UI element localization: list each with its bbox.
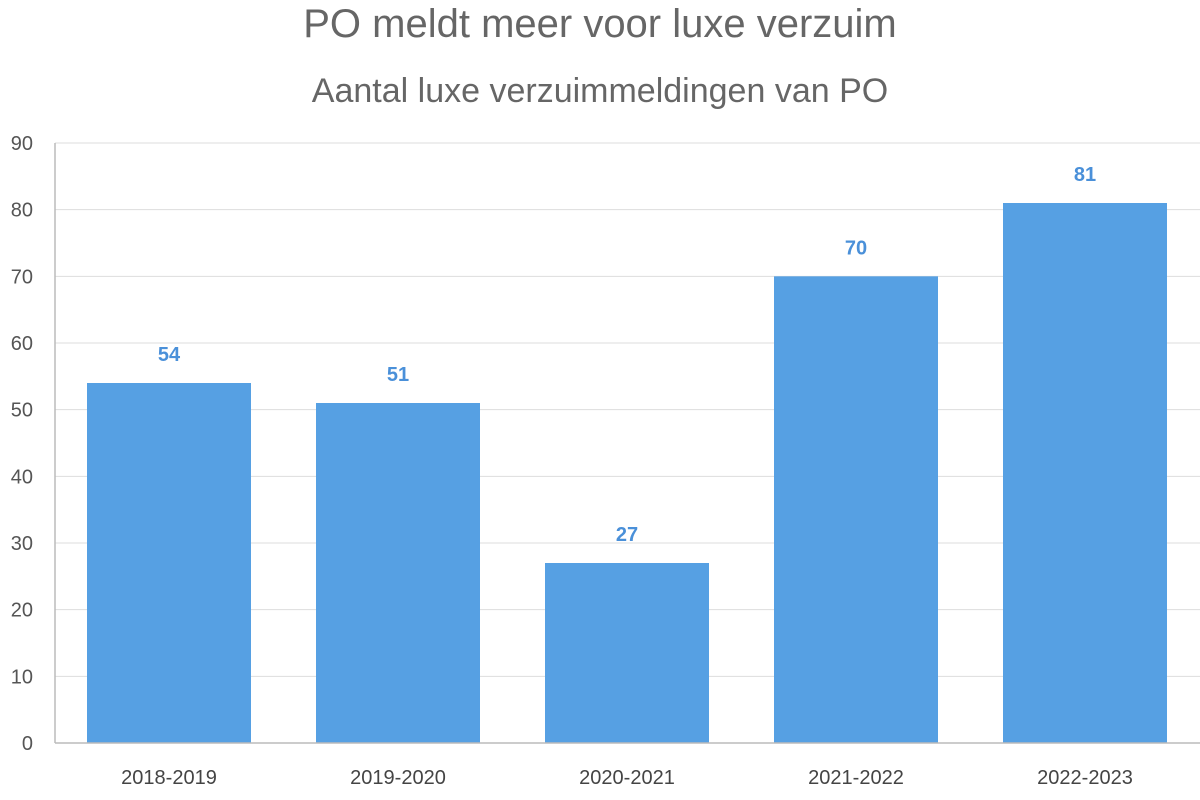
x-category-label: 2018-2019 <box>121 767 217 789</box>
bar-2020-2021 <box>545 563 709 743</box>
bar-2022-2023 <box>1003 203 1167 743</box>
bar-2018-2019 <box>87 383 251 743</box>
y-tick-label: 0 <box>22 733 33 755</box>
value-label-2018-2019: 54 <box>158 344 181 366</box>
y-tick-label: 50 <box>11 400 33 422</box>
value-labels: 54 51 27 70 81 <box>158 164 1096 546</box>
chart-title: PO meldt meer voor luxe verzuim <box>303 2 897 46</box>
x-category-label: 2020-2021 <box>579 767 675 789</box>
x-category-label: 2022-2023 <box>1037 767 1133 789</box>
y-tick-label: 20 <box>11 600 33 622</box>
bar-2021-2022 <box>774 276 938 743</box>
value-label-2022-2023: 81 <box>1074 164 1096 186</box>
value-label-2020-2021: 27 <box>616 524 638 546</box>
bars <box>87 203 1167 743</box>
y-tick-label: 90 <box>11 133 33 155</box>
y-axis-ticks: 0 10 20 30 40 50 60 70 80 90 <box>11 133 33 755</box>
x-category-label: 2021-2022 <box>808 767 904 789</box>
x-category-label: 2019-2020 <box>350 767 446 789</box>
x-axis-categories: 2018-2019 2019-2020 2020-2021 2021-2022 2022… <box>121 767 1133 789</box>
y-tick-label: 60 <box>11 333 33 355</box>
chart-subtitle: Aantal luxe verzuimmeldingen van PO <box>311 72 889 110</box>
y-tick-label: 10 <box>11 666 33 688</box>
y-tick-label: 70 <box>11 266 33 288</box>
y-tick-label: 80 <box>11 200 33 222</box>
y-tick-label: 40 <box>11 466 33 488</box>
value-label-2019-2020: 51 <box>387 364 409 386</box>
value-label-2021-2022: 70 <box>845 237 867 259</box>
bar-2019-2020 <box>316 403 480 743</box>
y-tick-label: 30 <box>11 533 33 555</box>
